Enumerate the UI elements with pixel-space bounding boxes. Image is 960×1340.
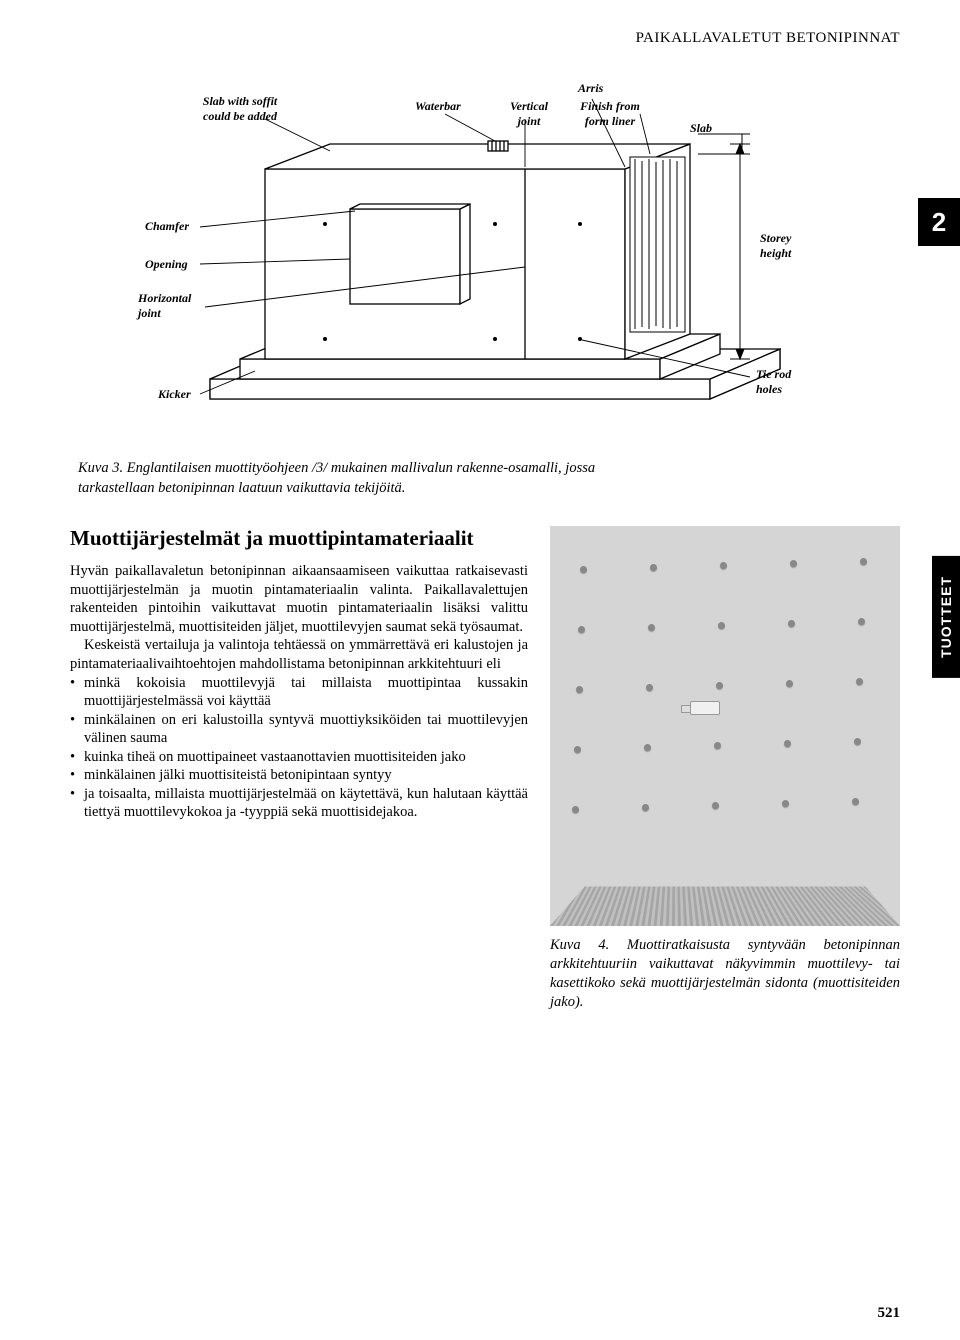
tie-hole-dot bbox=[720, 562, 727, 569]
tie-hole-dot bbox=[784, 740, 791, 747]
label-vertical-joint: Vertical joint bbox=[502, 99, 556, 129]
header-running-title: PAIKALLAVALETUT BETONIPINNAT bbox=[70, 30, 900, 47]
figure-3-diagram: Slab with soffit could be added Waterbar… bbox=[70, 59, 900, 439]
page-number: 521 bbox=[878, 1305, 901, 1322]
label-slab: Slab bbox=[690, 121, 712, 136]
tie-hole-dot bbox=[856, 678, 863, 685]
side-category-tab: TUOTTEET bbox=[932, 556, 960, 678]
section-heading: Muottijärjestelmät ja muottipintamateria… bbox=[70, 526, 528, 550]
section-number-tab: 2 bbox=[918, 198, 960, 246]
tie-hole-dot bbox=[642, 804, 649, 811]
label-slab-soffit: Slab with soffit could be added bbox=[190, 94, 290, 124]
tie-hole-dot bbox=[648, 624, 655, 631]
tie-hole-dot bbox=[858, 618, 865, 625]
tie-hole-dot bbox=[580, 566, 587, 573]
figure-4-caption: Kuva 4. Muottiratkaisusta syntyvään beto… bbox=[550, 936, 900, 1011]
list-item: kuinka tiheä on muottipaineet vastaanott… bbox=[70, 748, 528, 767]
paragraph-1: Hyvän paikallavaletun betonipinnan aikaa… bbox=[70, 562, 528, 636]
tie-hole-dot bbox=[578, 626, 585, 633]
tie-hole-dot bbox=[718, 622, 725, 629]
list-item: minkälainen on eri kalustoilla syntyvä m… bbox=[70, 711, 528, 748]
tie-hole-dot bbox=[574, 746, 581, 753]
tie-hole-dot bbox=[854, 738, 861, 745]
paragraph-2: Keskeistä vertailuja ja valintoja tehtäe… bbox=[70, 636, 528, 673]
label-storey-height: Storey height bbox=[760, 231, 810, 261]
tie-hole-dot bbox=[714, 742, 721, 749]
tie-hole-dot bbox=[712, 802, 719, 809]
tie-hole-dot bbox=[646, 684, 653, 691]
label-horizontal-joint: Horizontal joint bbox=[138, 291, 203, 321]
tie-hole-dot bbox=[788, 620, 795, 627]
tie-hole-dot bbox=[576, 686, 583, 693]
label-kicker: Kicker bbox=[158, 387, 191, 402]
tie-hole-dot bbox=[860, 558, 867, 565]
tie-hole-dot bbox=[644, 744, 651, 751]
tie-hole-dot bbox=[572, 806, 579, 813]
figure-4-photo bbox=[550, 526, 900, 926]
tie-hole-dot bbox=[650, 564, 657, 571]
tie-hole-dot bbox=[786, 680, 793, 687]
tie-hole-dot bbox=[782, 800, 789, 807]
body-text: Hyvän paikallavaletun betonipinnan aikaa… bbox=[70, 562, 528, 822]
label-tie-rod: Tie rod holes bbox=[756, 367, 806, 397]
bullet-list: minkä kokoisia muottilevyjä tai millaist… bbox=[70, 674, 528, 822]
label-arris: Arris bbox=[578, 81, 603, 96]
list-item: ja toisaalta, millaista muottijärjestelm… bbox=[70, 785, 528, 822]
tie-hole-dot bbox=[852, 798, 859, 805]
tie-hole-dot bbox=[716, 682, 723, 689]
security-camera-icon bbox=[690, 701, 720, 715]
label-chamfer: Chamfer bbox=[145, 219, 189, 234]
tie-hole-dot bbox=[790, 560, 797, 567]
list-item: minkälainen jälki muottisiteistä betonip… bbox=[70, 766, 528, 785]
label-finish-liner: Finish from form liner bbox=[570, 99, 650, 129]
figure-3-caption: Kuva 3. Englantilaisen muottityöohjeen /… bbox=[78, 459, 638, 498]
label-opening: Opening bbox=[145, 257, 188, 272]
list-item: minkä kokoisia muottilevyjä tai millaist… bbox=[70, 674, 528, 711]
photo-floor bbox=[550, 886, 900, 926]
label-waterbar: Waterbar bbox=[415, 99, 461, 114]
